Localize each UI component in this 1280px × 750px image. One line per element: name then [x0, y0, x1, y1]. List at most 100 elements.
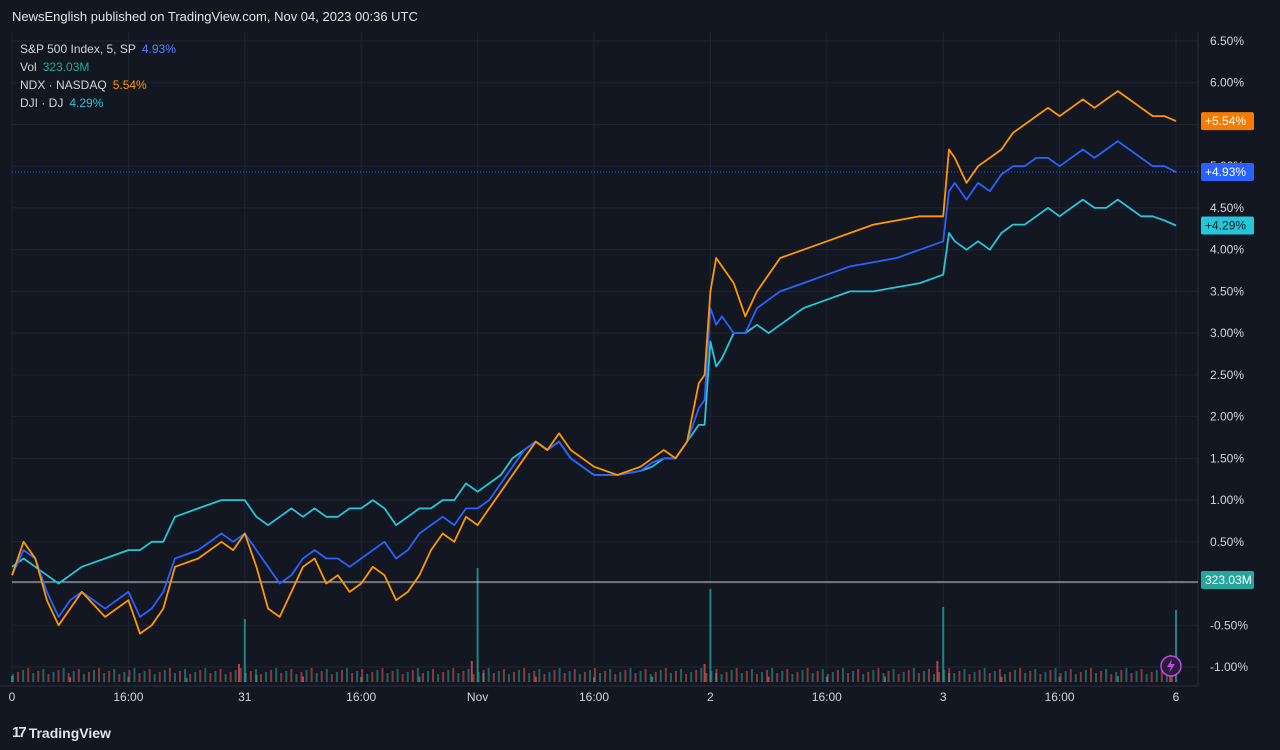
x-tick-label: 31 — [238, 690, 252, 704]
x-tick-label: 2 — [707, 690, 714, 704]
volume-bar — [1079, 672, 1082, 682]
volume-bar — [907, 670, 910, 682]
volume-bar — [259, 674, 262, 682]
volume-bar — [1059, 673, 1062, 682]
volume-bar — [381, 668, 384, 682]
y-tick-label: 6.50% — [1210, 34, 1244, 48]
volume-bar — [1150, 672, 1153, 682]
volume-bar — [710, 671, 713, 682]
volume-bar — [963, 669, 966, 682]
volume-bar — [882, 673, 885, 682]
volume-bar — [497, 671, 500, 682]
vol-price-tag-text: 323.03M — [1205, 573, 1252, 587]
volume-bar — [594, 668, 596, 682]
volume-bar — [836, 670, 839, 682]
x-tick-label: 16:00 — [346, 690, 376, 704]
price-chart[interactable]: 6.50%6.00%5.50%5.00%4.50%4.00%3.50%3.00%… — [0, 32, 1280, 718]
volume-bar — [755, 674, 758, 682]
x-tick-label: 16:00 — [812, 690, 842, 704]
spx-price-tag-bg — [1201, 163, 1254, 182]
volume-bar — [1003, 674, 1006, 682]
volume-bar — [543, 674, 546, 682]
spx-price-tag: +4.93% — [1201, 163, 1254, 182]
volume-bar — [680, 669, 683, 682]
legend-ndx[interactable]: NDX · NASDAQ 5.54% — [20, 76, 176, 94]
volume-bar — [1140, 669, 1143, 682]
volume-bar — [1145, 674, 1148, 682]
volume-bar — [467, 669, 470, 682]
volume-bar — [265, 672, 268, 682]
legend-dji[interactable]: DJI · DJ 4.29% — [20, 94, 176, 112]
volume-bar — [77, 669, 80, 682]
volume-bar — [108, 671, 111, 682]
legend-ndx-label: NDX · NASDAQ — [20, 78, 107, 92]
volume-bar — [47, 674, 50, 682]
volume-bar — [224, 674, 227, 682]
volume-bar — [507, 674, 510, 682]
x-tick-label: 16:00 — [113, 690, 143, 704]
volume-bar — [690, 672, 693, 682]
volume-bar — [87, 672, 90, 682]
y-tick-label: 1.50% — [1210, 451, 1244, 465]
chart-area[interactable]: 6.50%6.00%5.50%5.00%4.50%4.00%3.50%3.00%… — [0, 32, 1280, 718]
volume-bar — [1125, 668, 1128, 682]
volume-bar — [1064, 671, 1067, 682]
volume-bar — [391, 671, 394, 682]
volume-bar — [12, 674, 14, 682]
volume-bar — [432, 669, 435, 682]
volume-bar — [674, 671, 677, 682]
legend-vol-value: 323.03M — [42, 60, 90, 74]
volume-bar — [619, 672, 622, 682]
volume-bar — [786, 669, 789, 682]
volume-bar — [346, 668, 349, 682]
volume-bar — [243, 619, 246, 682]
legend-dji-label: DJI · DJ — [20, 96, 64, 110]
volume-bar — [614, 674, 617, 682]
volume-bar — [118, 674, 121, 682]
volume-bar — [502, 669, 505, 682]
volume-bar — [938, 672, 941, 682]
volume-bar — [534, 676, 537, 682]
volume-bar — [902, 672, 905, 682]
y-tick-label: -0.50% — [1210, 618, 1248, 632]
volume-bar — [492, 673, 495, 682]
volume-bar — [418, 676, 421, 682]
volume-bar — [821, 669, 824, 682]
volume-bar — [968, 674, 971, 682]
volume-bar — [700, 668, 703, 682]
volume-bar — [766, 670, 769, 682]
volume-bar — [725, 672, 728, 682]
volume-bar — [958, 671, 961, 682]
volume-bar — [897, 674, 900, 682]
volume-bar — [361, 669, 364, 682]
volume-bar — [148, 669, 151, 682]
volume-bar — [239, 668, 242, 682]
volume-bar — [214, 671, 217, 682]
volume-bar — [163, 670, 166, 682]
tradingview-logo[interactable]: 17 TradingView — [12, 724, 111, 741]
volume-bar — [209, 673, 212, 682]
legend-spx[interactable]: S&P 500 Index, 5, SP 4.93% — [20, 40, 176, 58]
volume-bar — [767, 676, 770, 682]
volume-bar — [487, 668, 490, 682]
y-tick-label: -1.00% — [1210, 660, 1248, 674]
x-tick-label: 16:00 — [1045, 690, 1075, 704]
vol-price-tag-bg — [1201, 571, 1254, 589]
volume-bar — [604, 671, 607, 682]
legend: S&P 500 Index, 5, SP 4.93% Vol 323.03M NDX… — [20, 40, 176, 112]
volume-bar — [750, 669, 753, 682]
volume-bar — [244, 673, 247, 682]
volume-bar — [470, 661, 473, 682]
volume-bar — [416, 668, 419, 682]
volume-bar — [695, 670, 698, 682]
volume-bar — [548, 672, 551, 682]
volume-bar — [123, 672, 126, 682]
volume-bar — [948, 668, 951, 682]
volume-bar — [69, 677, 72, 682]
volume-bar — [396, 669, 399, 682]
volume-bar — [1130, 673, 1133, 682]
legend-vol[interactable]: Vol 323.03M — [20, 58, 176, 76]
volume-bar — [452, 668, 455, 682]
volume-bar — [194, 672, 197, 682]
volume-bar — [801, 670, 804, 682]
